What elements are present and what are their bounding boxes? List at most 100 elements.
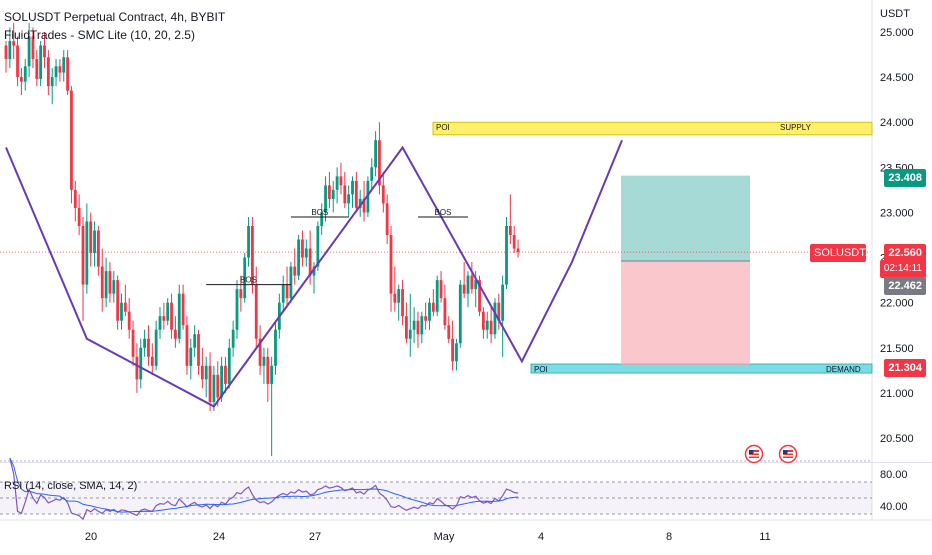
candle <box>4 45 8 60</box>
candle <box>58 66 62 73</box>
flag-canton <box>749 450 754 454</box>
candle <box>370 167 374 181</box>
supply-zone <box>432 121 873 136</box>
candle <box>289 266 293 299</box>
flag-stripe <box>749 452 759 454</box>
demand-label: DEMAND <box>826 365 861 374</box>
candle <box>123 302 127 312</box>
candle <box>89 221 93 254</box>
candle <box>181 293 185 326</box>
candle <box>354 180 358 208</box>
currency-label: USDT <box>880 8 910 20</box>
rsi-ma-line <box>9 457 519 513</box>
candle <box>308 248 312 276</box>
take-profit-label: 23.408 <box>884 169 926 187</box>
flag-stripe <box>783 452 793 454</box>
flag-stripe <box>783 455 793 457</box>
candle <box>158 316 162 330</box>
candle <box>285 284 289 299</box>
candle <box>50 77 54 87</box>
candle <box>328 185 331 199</box>
candle <box>439 280 443 299</box>
candle <box>416 320 420 335</box>
take-profit-zone <box>621 175 750 261</box>
candle <box>304 248 308 258</box>
candle <box>116 280 120 321</box>
candle <box>77 207 81 226</box>
candle <box>266 356 270 384</box>
bos-label: BOS <box>311 208 328 217</box>
zigzag-trendline <box>5 139 623 408</box>
candle <box>412 320 416 330</box>
candle <box>293 266 297 276</box>
candle <box>435 280 439 312</box>
candle <box>104 271 108 299</box>
candle <box>243 257 247 299</box>
candle <box>100 266 104 299</box>
candle <box>408 329 412 339</box>
candle <box>254 284 258 339</box>
flag-stripes <box>749 450 759 458</box>
candle <box>455 343 458 362</box>
time-tick: 11 <box>759 531 770 543</box>
candle <box>362 198 366 213</box>
rsi-title: RSI (14, close, SMA, 14, 2) <box>4 480 138 492</box>
candle <box>324 185 327 213</box>
candle <box>401 289 404 317</box>
candle <box>428 302 431 321</box>
candle <box>381 185 385 204</box>
candle <box>193 334 197 348</box>
time-tick: 24 <box>213 531 225 543</box>
bos-label: BOS <box>435 208 452 217</box>
candle <box>247 225 250 258</box>
candle <box>31 36 35 60</box>
candle <box>462 284 466 294</box>
candle <box>339 176 343 186</box>
last-price-label: 22.560 <box>884 244 926 262</box>
rsi-tick: 80.00 <box>880 469 908 481</box>
stop-loss-zone <box>621 260 750 366</box>
candle <box>208 365 212 402</box>
candle <box>23 66 27 82</box>
candle <box>478 280 481 312</box>
supply-poi-label: POI <box>436 123 450 132</box>
flag-canton <box>783 450 788 454</box>
candle <box>139 347 143 380</box>
symbol-title: SOLUSDT Perpetual Contract, 4h, BYBIT <box>4 10 226 24</box>
candle <box>204 365 208 380</box>
candle <box>512 235 516 249</box>
candle <box>447 325 451 339</box>
candle <box>239 289 243 299</box>
candle <box>505 225 508 285</box>
candle <box>405 316 408 339</box>
candle <box>297 239 300 276</box>
candle <box>378 140 381 186</box>
candle <box>35 59 39 79</box>
candle <box>358 198 362 208</box>
candle <box>251 225 254 285</box>
price-tick: 24.000 <box>880 117 914 129</box>
candle <box>420 316 424 335</box>
candle <box>389 235 393 294</box>
candle <box>162 316 166 321</box>
candle <box>335 176 339 190</box>
candle <box>443 298 447 326</box>
candle <box>424 316 428 321</box>
candle <box>177 293 181 339</box>
rsi-line <box>9 457 519 521</box>
candle <box>120 302 123 321</box>
candle <box>73 189 77 208</box>
candle <box>174 329 177 339</box>
candle <box>220 365 223 398</box>
candle <box>393 293 397 303</box>
candle <box>154 329 158 366</box>
candle <box>301 239 304 258</box>
demand-poi-label: POI <box>534 365 548 374</box>
candle <box>258 338 262 366</box>
candle <box>27 36 31 67</box>
candle <box>185 325 189 366</box>
candle <box>351 180 354 195</box>
bos-label: BOS <box>240 276 257 285</box>
